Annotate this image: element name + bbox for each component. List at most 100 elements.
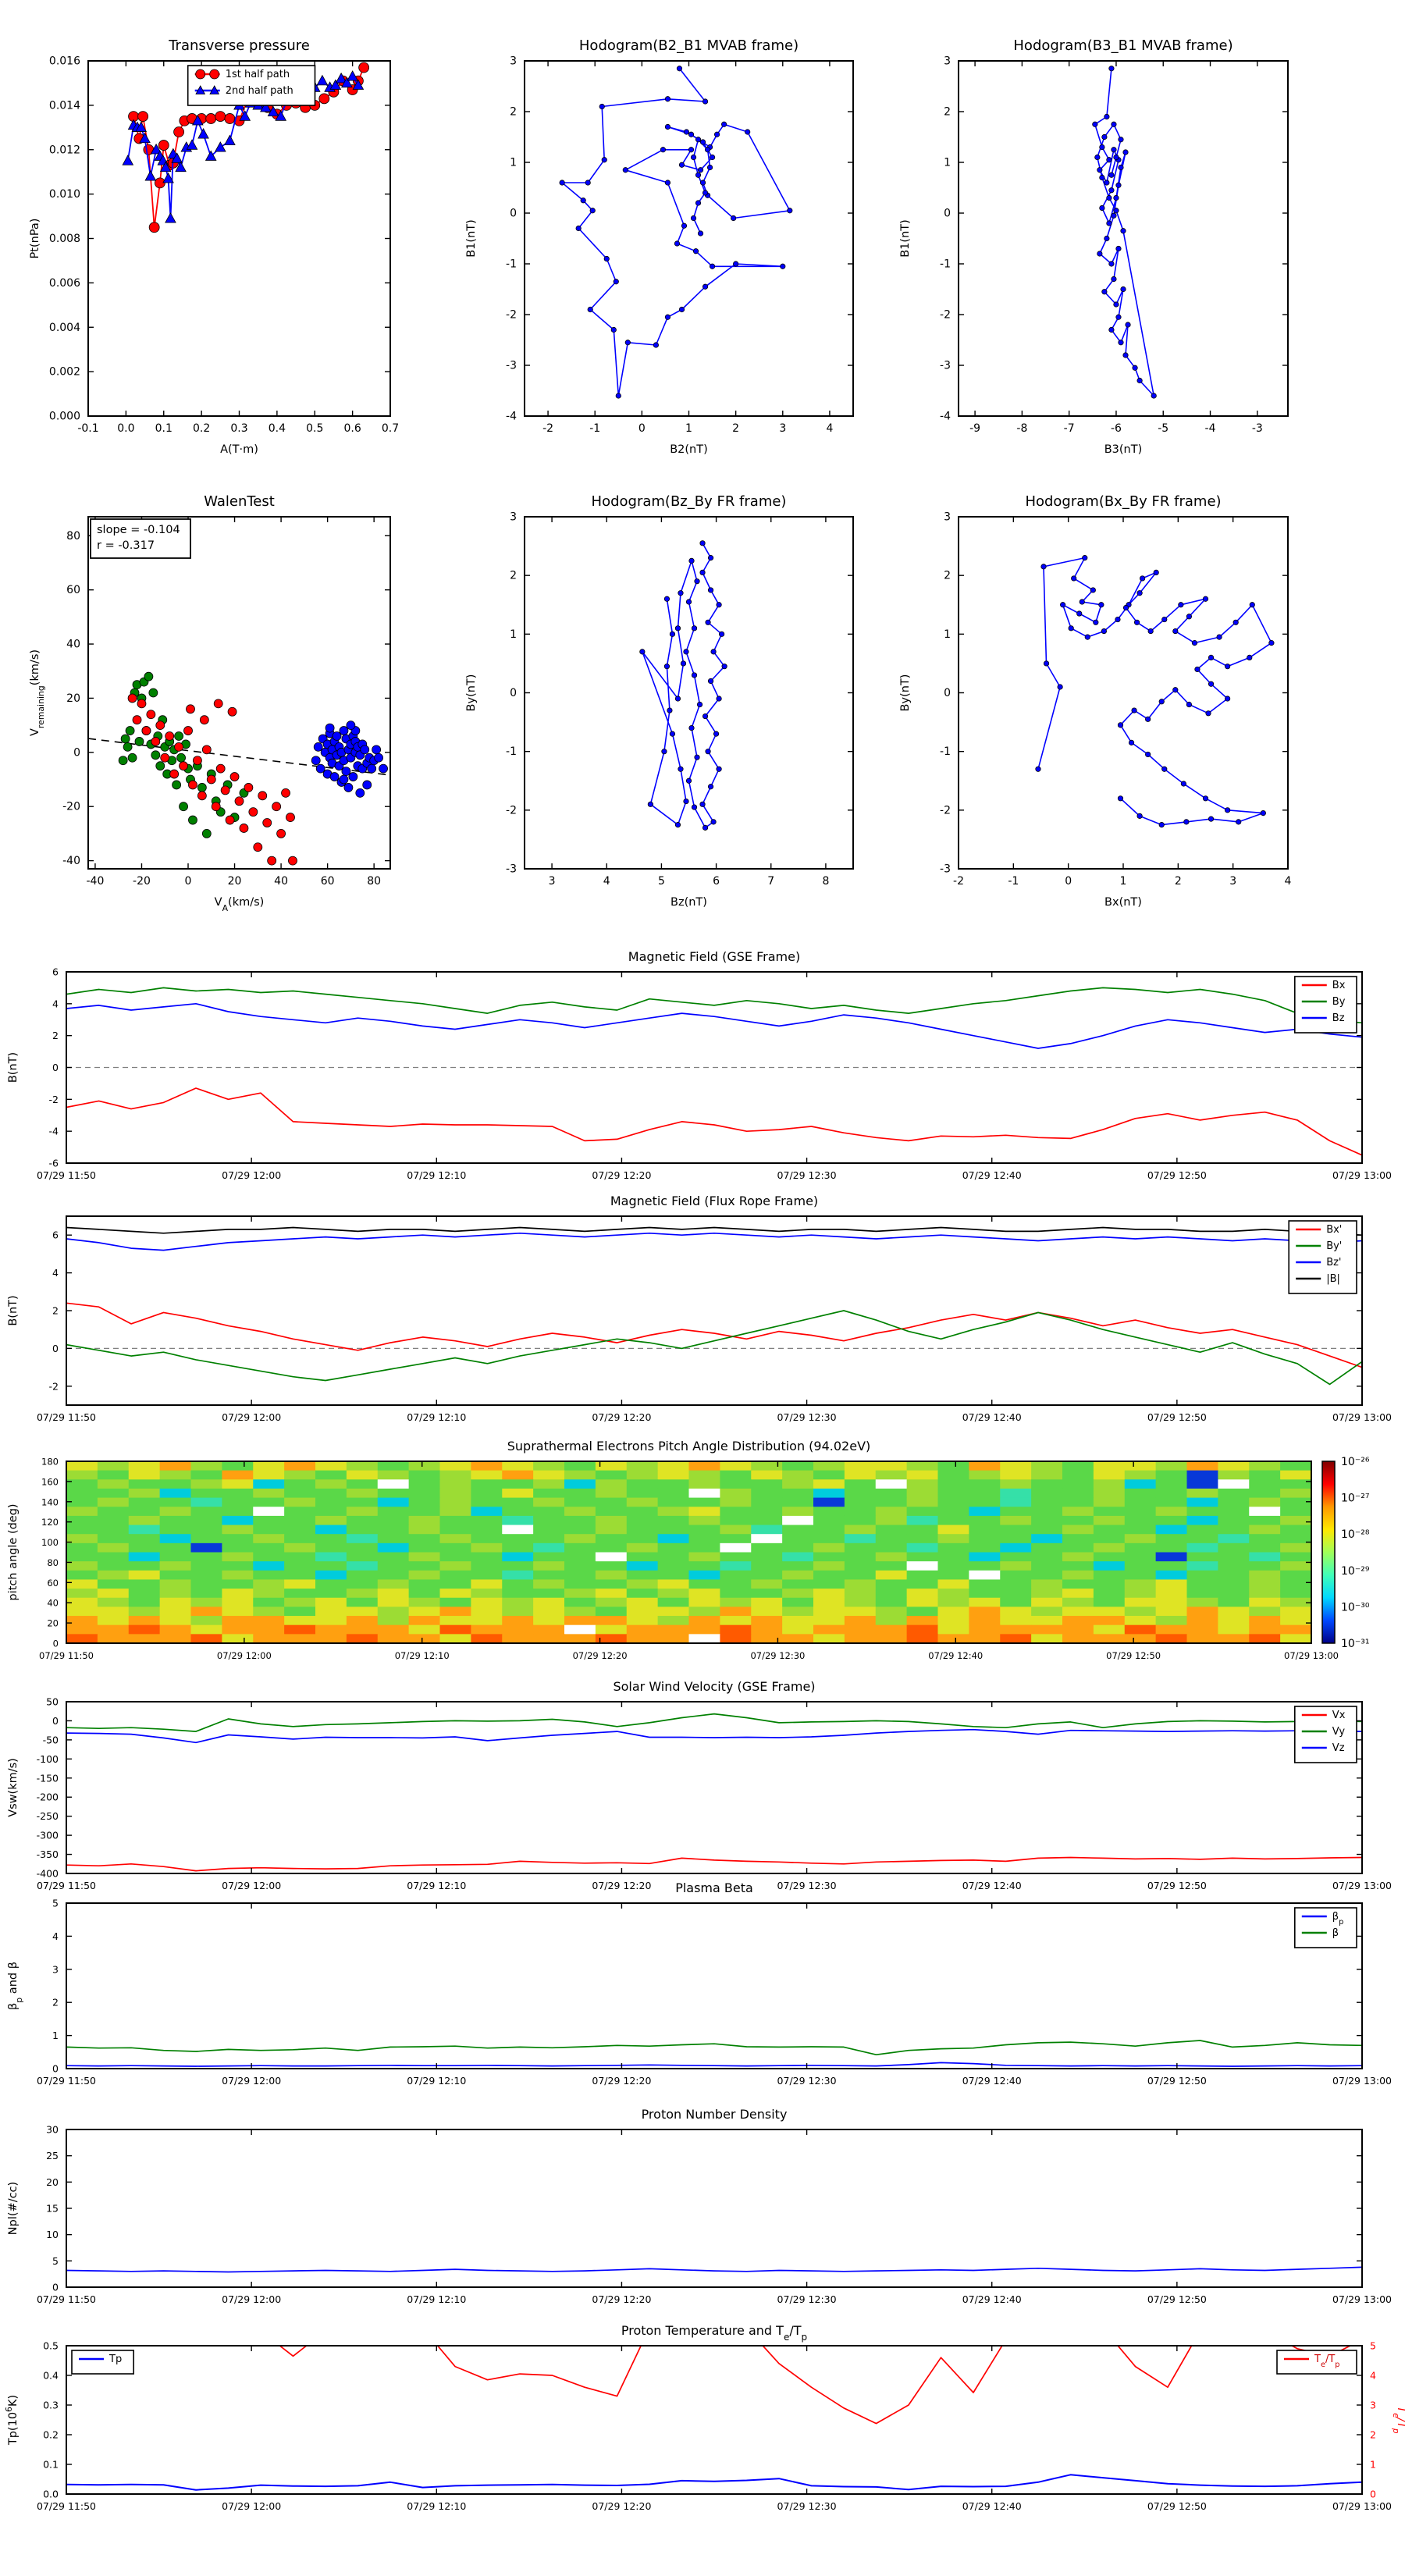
- svg-text:0.3: 0.3: [43, 2400, 59, 2411]
- svg-text:07/29 12:00: 07/29 12:00: [222, 1411, 281, 1423]
- svg-text:0: 0: [638, 422, 646, 435]
- svg-text:07/29 12:30: 07/29 12:30: [777, 1411, 837, 1423]
- svg-text:180: 180: [41, 1457, 59, 1468]
- svg-text:2: 2: [510, 570, 517, 582]
- svg-text:07/29 12:10: 07/29 12:10: [407, 1880, 466, 1891]
- svg-text:07/29 12:50: 07/29 12:50: [1106, 1650, 1161, 1661]
- svg-text:WalenTest: WalenTest: [204, 493, 275, 510]
- svg-text:-400: -400: [37, 1868, 59, 1880]
- svg-text:Tp(106K): Tp(106K): [4, 2395, 20, 2446]
- svg-text:07/29 13:00: 07/29 13:00: [1332, 2293, 1392, 2305]
- svg-text:0: 0: [52, 1062, 59, 1073]
- svg-text:07/29 12:40: 07/29 12:40: [928, 1650, 983, 1661]
- svg-text:40: 40: [274, 875, 288, 888]
- svg-text:-4: -4: [506, 411, 517, 423]
- svg-text:0.014: 0.014: [49, 99, 80, 112]
- svg-text:07/29 12:00: 07/29 12:00: [222, 2075, 281, 2087]
- svg-text:0.5: 0.5: [43, 2340, 59, 2352]
- svg-text:10⁻²⁶: 10⁻²⁶: [1341, 1456, 1370, 1468]
- svg-text:07/29 12:40: 07/29 12:40: [962, 2500, 1022, 2512]
- svg-text:10⁻³¹: 10⁻³¹: [1341, 1638, 1369, 1650]
- svg-text:0: 0: [944, 208, 951, 220]
- svg-text:Bz: Bz: [1332, 1012, 1345, 1024]
- svg-text:3: 3: [1229, 875, 1236, 888]
- svg-text:B(nT): B(nT): [7, 1052, 20, 1083]
- svg-text:-150: -150: [37, 1772, 59, 1784]
- svg-text:0: 0: [52, 2282, 59, 2293]
- svg-text:5: 5: [52, 1898, 59, 1909]
- svg-text:|B|: |B|: [1326, 1273, 1340, 1285]
- svg-text:07/29 12:30: 07/29 12:30: [777, 1880, 837, 1891]
- svg-text:2: 2: [510, 106, 517, 119]
- svg-text:07/29 12:00: 07/29 12:00: [222, 1880, 281, 1891]
- svg-text:-3: -3: [506, 360, 517, 372]
- svg-text:pitch angle (deg): pitch angle (deg): [7, 1503, 20, 1600]
- panel-vel: 07/29 11:50 07/29 12:00 07/29 12:10 07/29 1…: [0, 1669, 1405, 1919]
- svg-text:0.6: 0.6: [343, 422, 361, 435]
- svg-text:07/29 12:20: 07/29 12:20: [592, 2293, 651, 2305]
- panel-spec: 07/29 11:50 07/29 12:00 07/29 12:10 07/29 1…: [0, 1429, 1405, 1688]
- svg-text:0: 0: [53, 1638, 59, 1649]
- svg-text:15: 15: [46, 2203, 59, 2215]
- svg-text:-20: -20: [133, 875, 151, 888]
- svg-text:6: 6: [713, 875, 720, 888]
- svg-text:Vx: Vx: [1332, 1710, 1346, 1721]
- svg-text:3: 3: [944, 55, 951, 68]
- svg-text:-1: -1: [506, 745, 517, 758]
- svg-text:Bz(nT): Bz(nT): [670, 896, 707, 909]
- svg-text:0.008: 0.008: [49, 233, 80, 245]
- svg-text:3: 3: [944, 511, 951, 524]
- svg-text:4: 4: [52, 1930, 59, 1942]
- svg-text:1: 1: [510, 157, 517, 169]
- svg-text:5: 5: [1370, 2340, 1376, 2352]
- svg-text:07/29 12:10: 07/29 12:10: [395, 1650, 450, 1661]
- svg-text:07/29 12:30: 07/29 12:30: [777, 2075, 837, 2087]
- svg-text:0.2: 0.2: [193, 422, 210, 435]
- svg-text:07/29 13:00: 07/29 13:00: [1284, 1650, 1339, 1661]
- svg-text:60: 60: [47, 1578, 59, 1589]
- panel-gse: 07/29 11:50 07/29 12:00 07/29 12:10 07/29 1…: [0, 939, 1405, 1208]
- svg-text:0.016: 0.016: [49, 55, 80, 68]
- svg-text:6: 6: [52, 966, 59, 978]
- svg-text:-200: -200: [37, 1791, 59, 1803]
- svg-text:-6: -6: [49, 1158, 59, 1169]
- svg-text:10⁻²⁹: 10⁻²⁹: [1341, 1565, 1370, 1578]
- svg-text:07/29 12:00: 07/29 12:00: [217, 1650, 272, 1661]
- svg-text:1: 1: [944, 157, 951, 169]
- svg-text:-7: -7: [1064, 422, 1075, 435]
- svg-text:0.002: 0.002: [49, 366, 80, 379]
- svg-text:4: 4: [52, 998, 59, 1009]
- svg-text:-4: -4: [49, 1126, 59, 1137]
- svg-text:-5: -5: [1158, 422, 1168, 435]
- svg-text:-300: -300: [37, 1830, 59, 1841]
- svg-text:40: 40: [66, 639, 80, 651]
- svg-text:07/29 12:20: 07/29 12:20: [592, 2075, 651, 2087]
- svg-text:10: 10: [46, 2229, 59, 2240]
- svg-text:Proton Number Density: Proton Number Density: [642, 2107, 788, 2122]
- svg-text:Magnetic Field (GSE Frame): Magnetic Field (GSE Frame): [628, 949, 800, 964]
- svg-text:2: 2: [1175, 875, 1182, 888]
- svg-text:Tp: Tp: [108, 2354, 122, 2365]
- svg-text:-2: -2: [506, 804, 517, 817]
- svg-text:0: 0: [510, 208, 517, 220]
- svg-text:VA(km/s): VA(km/s): [215, 896, 265, 913]
- svg-text:Te/Tp: Te/Tp: [1314, 2354, 1339, 2369]
- svg-text:-0.1: -0.1: [77, 422, 98, 435]
- svg-text:Bx(nT): Bx(nT): [1104, 896, 1142, 909]
- svg-text:1: 1: [944, 628, 951, 641]
- svg-text:Magnetic Field (Flux Rope Fram: Magnetic Field (Flux Rope Frame): [610, 1194, 818, 1208]
- svg-text:-1: -1: [940, 745, 951, 758]
- svg-text:0.2: 0.2: [43, 2429, 59, 2441]
- svg-text:Transverse pressure: Transverse pressure: [168, 37, 310, 54]
- svg-text:60: 60: [321, 875, 335, 888]
- svg-text:07/29 12:50: 07/29 12:50: [1147, 2075, 1207, 2087]
- svg-text:Suprathermal Electrons Pitch A: Suprathermal Electrons Pitch Angle Distr…: [507, 1439, 871, 1453]
- svg-text:4: 4: [1285, 875, 1292, 888]
- svg-text:60: 60: [66, 584, 80, 596]
- svg-text:Bz': Bz': [1326, 1257, 1341, 1268]
- svg-text:0.0: 0.0: [43, 2489, 59, 2500]
- svg-text:Plasma Beta: Plasma Beta: [675, 1880, 753, 1895]
- svg-text:0.3: 0.3: [230, 422, 247, 435]
- svg-text:07/29 12:20: 07/29 12:20: [573, 1650, 628, 1661]
